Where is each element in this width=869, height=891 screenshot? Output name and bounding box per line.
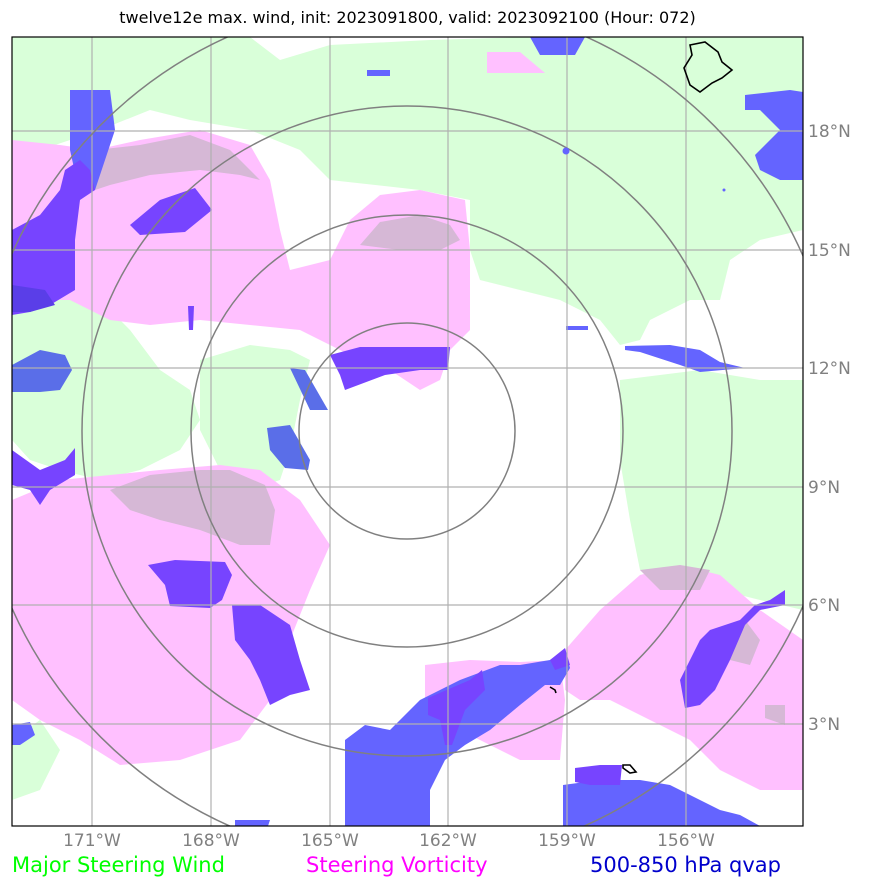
qvap-region [680,590,785,708]
qvap-region [188,306,194,330]
overlap-region [110,470,275,545]
steering-wind-region [12,290,200,480]
lat-tick-label: 6°N [808,596,840,616]
range-rings [12,37,803,826]
qvap-region [428,670,485,745]
lon-tick-label: 162°W [419,831,477,851]
qvap-layer [12,37,803,826]
lon-tick-label: 165°W [301,831,359,851]
qvap-region [235,820,270,826]
qvap-region [566,326,588,330]
qvap-region [367,70,390,76]
qvap-region [530,37,585,55]
lat-tick-label: 18°N [808,122,851,142]
steering-wind-region [12,37,803,345]
lon-tick-label: 159°W [538,831,596,851]
map-frame [11,36,804,827]
legend-steering-vorticity: Steering Vorticity [306,853,488,877]
qvap-region [12,160,95,315]
lon-tick-label: 171°W [63,831,121,851]
graticule [12,37,803,826]
station-dot [722,188,726,192]
qvap-region [563,780,760,826]
qvap-region [12,448,75,505]
station-dot [562,147,570,155]
qvap-region [12,350,72,392]
qvap-region [625,345,745,372]
qvap-region [290,368,328,410]
steering-wind-region [620,370,803,610]
steering-wind-layer [12,37,803,800]
island-coastline [549,686,557,694]
overlap-layer [95,135,785,725]
legend-steering-wind: Major Steering Wind [12,853,225,877]
hawaii-coastline [683,41,734,93]
qvap-region [12,722,35,745]
vorticity-region [487,52,545,73]
lat-tick-label: 3°N [808,715,840,735]
range-ring [298,322,516,540]
overlap-region [765,705,785,725]
map-title: twelve12e max. wind, init: 2023091800, v… [119,8,696,27]
qvap-region [575,765,622,785]
overlap-region [95,135,260,190]
qvap-region [130,188,212,235]
qvap-region [550,648,570,670]
lat-tick-label: 12°N [808,359,851,379]
coastlines [549,41,734,774]
qvap-region [12,285,55,312]
overlap-region [640,565,710,590]
vorticity-region [12,130,470,390]
lat-tick-label: 15°N [808,241,851,261]
lon-tick-label: 156°W [657,831,715,851]
lat-tick-label: 9°N [808,478,840,498]
range-ring [190,214,624,648]
island-coastline [622,764,638,774]
overlap-region [360,215,460,250]
lon-tick-label: 168°W [182,831,240,851]
qvap-region [745,90,803,180]
qvap-region [232,605,310,705]
qvap-region [345,650,570,826]
longitude-ticks: 171°W 168°W 165°W 162°W 159°W 156°W [63,831,715,851]
latitude-ticks: 18°N 15°N 12°N 9°N 6°N 3°N [808,122,851,735]
range-ring [81,105,733,757]
qvap-region [267,425,310,470]
legend-qvap: 500-850 hPa qvap [590,853,781,877]
